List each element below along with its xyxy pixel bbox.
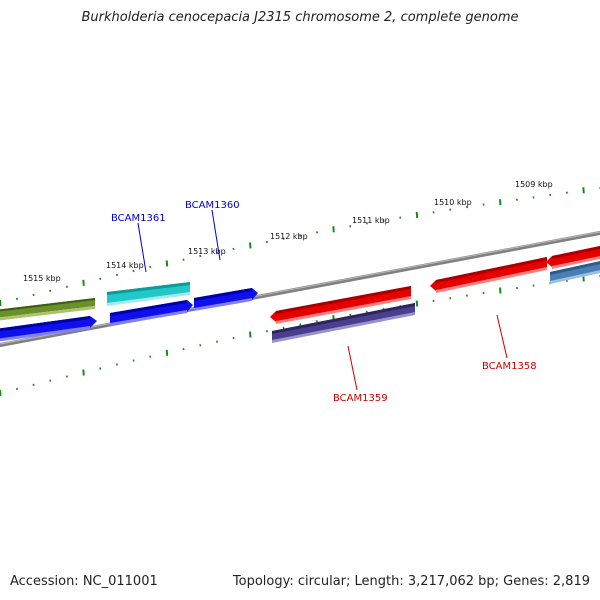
scale-major-tick xyxy=(415,300,419,307)
scale-minor-tick xyxy=(565,191,568,194)
scale-minor-tick xyxy=(115,273,118,277)
gene-blue-1[interactable] xyxy=(0,316,97,342)
accession-text: Accession: NC_011001 xyxy=(10,574,158,589)
scale-minor-tick xyxy=(432,211,435,214)
scale-minor-tick xyxy=(215,251,218,254)
scale-major-tick xyxy=(582,187,585,194)
scale-minor-tick xyxy=(549,193,552,197)
scale-minor-tick xyxy=(115,363,118,366)
scale-minor-tick xyxy=(32,293,35,297)
gene-red-2[interactable] xyxy=(430,257,547,293)
scale-major-tick xyxy=(82,369,85,376)
scale-major-tick xyxy=(0,299,2,307)
scale-minor-tick xyxy=(515,286,518,290)
scale-minor-tick xyxy=(99,367,102,370)
scale-minor-tick xyxy=(482,291,485,295)
scale-major-tick xyxy=(499,199,502,206)
scale-minor-tick xyxy=(132,269,135,273)
tick-label: 1514 kbp xyxy=(106,261,144,270)
scale-minor-tick xyxy=(465,294,468,297)
scale-minor-tick xyxy=(315,320,318,323)
topology-text: Topology: circular; Length: 3,217,062 bp… xyxy=(232,574,590,589)
scale-minor-tick xyxy=(199,344,202,347)
scale-minor-tick xyxy=(382,219,385,222)
leader-line xyxy=(137,222,147,273)
scale-minor-tick xyxy=(532,284,535,287)
scale-minor-tick xyxy=(199,254,202,258)
scale-minor-tick xyxy=(149,266,152,269)
scale-minor-tick xyxy=(132,359,135,362)
scale-minor-tick xyxy=(182,347,185,351)
leader-line xyxy=(496,314,508,359)
scale-minor-tick xyxy=(282,237,285,240)
gene-red-3[interactable] xyxy=(546,245,600,269)
scale-minor-tick xyxy=(482,203,485,206)
scale-minor-tick xyxy=(432,299,435,302)
gene-label-bcam1358[interactable]: BCAM1358 xyxy=(482,361,537,372)
scale-minor-tick xyxy=(465,205,468,209)
gene-label-bcam1359[interactable]: BCAM1359 xyxy=(333,393,388,404)
gene-steel[interactable] xyxy=(550,260,600,284)
leader-line xyxy=(211,209,221,261)
scale-minor-tick xyxy=(449,297,452,300)
gene-cyan[interactable] xyxy=(107,282,190,306)
scale-minor-tick xyxy=(349,225,352,228)
scale-minor-tick xyxy=(232,247,235,251)
scale-major-tick xyxy=(249,331,252,338)
scale-ticks-inner xyxy=(0,275,600,397)
tick-label: 1512 kbp xyxy=(270,232,308,241)
tick-label: 1510 kbp xyxy=(434,198,472,207)
scale-minor-tick xyxy=(215,340,218,343)
scale-ticks-outer xyxy=(0,187,600,307)
scale-minor-tick xyxy=(282,326,285,329)
scale-minor-tick xyxy=(232,336,235,340)
scale-minor-tick xyxy=(265,240,268,244)
scale-minor-tick xyxy=(65,285,68,288)
scale-minor-tick xyxy=(399,216,402,219)
gene-blue-2[interactable] xyxy=(110,300,193,326)
tick-label: 1509 kbp xyxy=(515,180,553,189)
scale-minor-tick xyxy=(149,355,152,358)
map-title: Burkholderia cenocepacia J2315 chromosom… xyxy=(81,10,519,25)
scale-minor-tick xyxy=(15,387,18,391)
gene-label-bcam1360[interactable]: BCAM1360 xyxy=(185,200,240,211)
scale-minor-tick xyxy=(315,231,318,234)
scale-major-tick xyxy=(499,287,502,294)
leader-line xyxy=(347,345,358,391)
scale-minor-tick xyxy=(449,208,452,211)
scale-major-tick xyxy=(165,260,169,267)
scale-minor-tick xyxy=(299,323,302,326)
scale-major-tick xyxy=(415,211,419,218)
scale-minor-tick xyxy=(65,375,68,378)
tick-label: 1513 kbp xyxy=(188,247,226,256)
tick-label: 1515 kbp xyxy=(23,274,61,283)
gene-purple[interactable] xyxy=(272,303,415,343)
scale-minor-tick xyxy=(182,258,185,261)
scale-minor-tick xyxy=(299,234,302,237)
scale-minor-tick xyxy=(265,330,268,333)
gene-olive[interactable] xyxy=(0,298,95,321)
scale-minor-tick xyxy=(532,196,535,199)
scale-major-tick xyxy=(0,389,2,397)
scale-minor-tick xyxy=(49,289,52,292)
gene-blue-3[interactable] xyxy=(194,288,258,311)
tick-label: 1511 kbp xyxy=(352,216,390,225)
scale-minor-tick xyxy=(49,379,52,382)
scale-minor-tick xyxy=(515,198,518,201)
scale-minor-tick xyxy=(32,383,35,386)
scale-major-tick xyxy=(165,349,169,356)
scale-minor-tick xyxy=(365,222,368,225)
scale-minor-tick xyxy=(99,277,102,280)
gene-label-bcam1361[interactable]: BCAM1361 xyxy=(111,213,166,224)
scale-major-tick xyxy=(82,279,85,286)
scale-major-tick xyxy=(249,242,252,249)
gene-red-1[interactable] xyxy=(270,286,411,324)
scale-minor-tick xyxy=(15,297,18,301)
scale-major-tick xyxy=(332,226,335,233)
